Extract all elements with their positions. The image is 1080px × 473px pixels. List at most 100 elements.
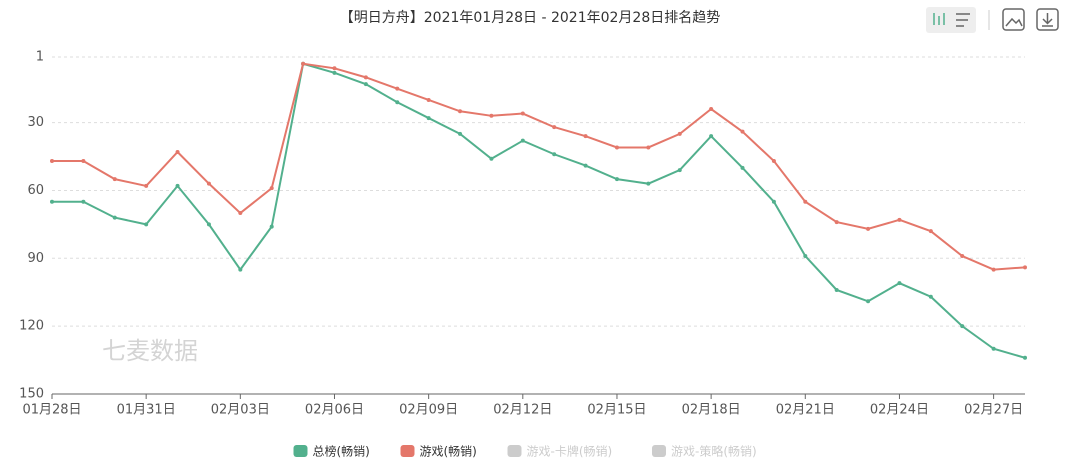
y-tick-label: 30 bbox=[27, 115, 44, 130]
list-icon[interactable] bbox=[956, 13, 970, 27]
data-point bbox=[866, 226, 871, 231]
data-point bbox=[991, 346, 996, 351]
y-tick-label: 60 bbox=[27, 183, 44, 198]
data-point bbox=[646, 181, 651, 186]
download-icon[interactable] bbox=[1036, 8, 1059, 31]
data-point bbox=[144, 222, 149, 227]
x-tick-label: 02月27日 bbox=[964, 403, 1023, 418]
data-point bbox=[238, 267, 243, 272]
data-point bbox=[332, 66, 337, 71]
x-tick-label: 02月06日 bbox=[305, 403, 364, 418]
data-point bbox=[583, 134, 588, 139]
y-tick-label: 90 bbox=[27, 251, 44, 266]
x-tick-label: 02月18日 bbox=[682, 403, 741, 418]
data-point bbox=[206, 181, 211, 186]
data-point bbox=[552, 125, 557, 130]
data-point bbox=[709, 107, 714, 112]
y-tick-label: 150 bbox=[19, 387, 44, 402]
data-point bbox=[928, 229, 933, 234]
data-point bbox=[144, 183, 149, 188]
data-point bbox=[771, 159, 776, 164]
data-point bbox=[552, 152, 557, 157]
legend-swatch[interactable] bbox=[293, 445, 308, 457]
data-point bbox=[395, 100, 400, 105]
y-tick-label: 1 bbox=[36, 50, 44, 65]
bar-icon[interactable] bbox=[933, 13, 945, 25]
legend-label[interactable]: 游戏-卡牌(畅销) bbox=[527, 445, 613, 459]
data-point bbox=[897, 281, 902, 286]
toolbar bbox=[926, 7, 1059, 33]
data-point bbox=[269, 186, 274, 191]
data-point bbox=[646, 145, 651, 150]
data-point bbox=[740, 165, 745, 170]
y-tick-label: 120 bbox=[19, 319, 44, 334]
image-icon[interactable] bbox=[1002, 8, 1025, 31]
x-tick-label: 02月12日 bbox=[493, 403, 552, 418]
legend-label[interactable]: 游戏(畅销) bbox=[420, 445, 477, 459]
data-point bbox=[960, 254, 965, 259]
download-glyph bbox=[1042, 13, 1053, 27]
watermark: 七麦数据 bbox=[102, 337, 198, 365]
data-point bbox=[1023, 265, 1027, 270]
data-point bbox=[834, 287, 839, 292]
data-point bbox=[458, 109, 463, 114]
x-tick-label: 02月21日 bbox=[776, 403, 835, 418]
data-point bbox=[206, 222, 211, 227]
data-point bbox=[81, 199, 86, 204]
data-point bbox=[363, 82, 368, 87]
data-point bbox=[363, 75, 368, 80]
data-point bbox=[395, 86, 400, 91]
data-point bbox=[489, 156, 494, 161]
data-point bbox=[677, 131, 682, 136]
data-point bbox=[583, 163, 588, 168]
data-point bbox=[614, 145, 619, 150]
legend-swatch[interactable] bbox=[400, 445, 415, 457]
data-point bbox=[803, 254, 808, 259]
data-point bbox=[50, 159, 54, 164]
legend-label[interactable]: 游戏-策略(畅销) bbox=[671, 444, 757, 459]
series-line bbox=[52, 62, 1026, 271]
data-point bbox=[614, 177, 619, 182]
data-point bbox=[332, 70, 337, 75]
data-point bbox=[897, 217, 902, 222]
x-tick-label: 02月03日 bbox=[211, 403, 270, 418]
data-point bbox=[520, 111, 525, 116]
data-point bbox=[771, 199, 776, 204]
data-point bbox=[112, 177, 117, 182]
data-point bbox=[175, 183, 180, 188]
data-point bbox=[426, 97, 431, 102]
data-point bbox=[489, 113, 494, 118]
data-point bbox=[803, 199, 808, 204]
data-point bbox=[81, 159, 86, 164]
data-point bbox=[426, 116, 431, 121]
data-point bbox=[1023, 355, 1027, 360]
data-point bbox=[520, 138, 525, 143]
x-tick-label: 02月24日 bbox=[870, 403, 929, 418]
data-point bbox=[960, 324, 965, 329]
data-point bbox=[834, 220, 839, 225]
chart-title: 【明日方舟】2021年01月28日 - 2021年02月28日排名趋势 bbox=[340, 10, 720, 26]
data-point bbox=[991, 267, 996, 272]
data-point bbox=[458, 131, 463, 136]
data-point bbox=[175, 149, 180, 154]
data-point bbox=[50, 199, 54, 204]
image-glyph bbox=[1005, 17, 1023, 27]
data-point bbox=[238, 211, 243, 216]
data-point bbox=[677, 168, 682, 173]
data-point bbox=[740, 129, 745, 134]
data-point bbox=[301, 61, 306, 66]
x-tick-label: 02月15日 bbox=[587, 403, 646, 418]
x-tick-label: 01月31日 bbox=[117, 403, 176, 418]
data-point bbox=[928, 294, 933, 299]
legend-label[interactable]: 总榜(畅销) bbox=[313, 444, 370, 459]
series-line bbox=[52, 62, 1026, 359]
x-tick-label: 02月09日 bbox=[399, 403, 458, 418]
data-point bbox=[709, 134, 714, 139]
data-point bbox=[269, 224, 274, 229]
legend-swatch[interactable] bbox=[652, 445, 666, 457]
x-tick-label: 01月28日 bbox=[22, 403, 81, 418]
legend-swatch[interactable] bbox=[507, 445, 522, 457]
data-point bbox=[112, 215, 117, 220]
data-point bbox=[866, 299, 871, 304]
